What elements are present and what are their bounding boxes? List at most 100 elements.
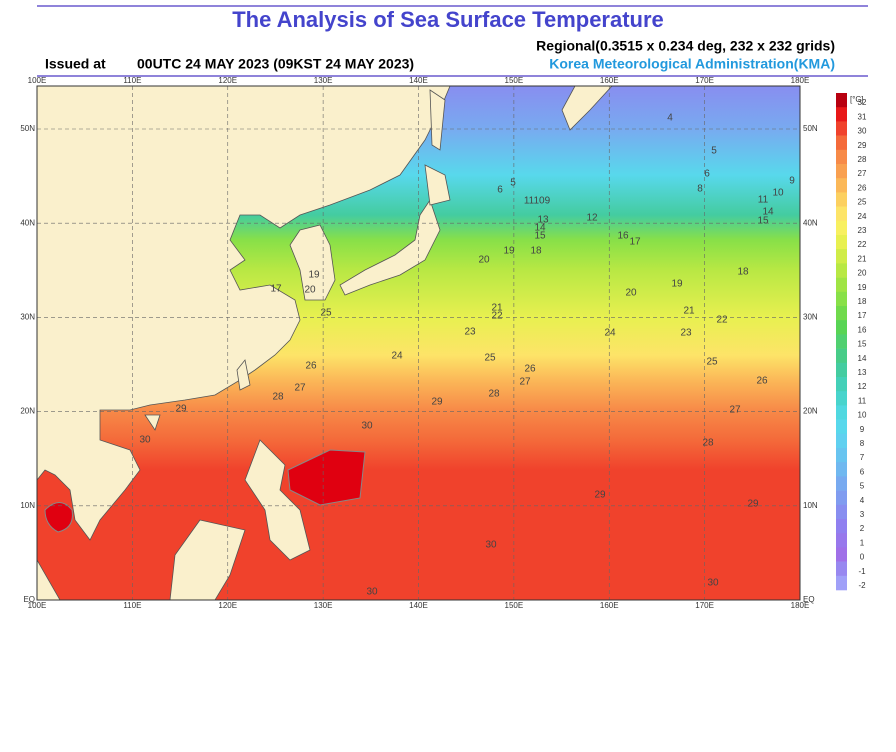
contour-label: 20 (478, 255, 490, 266)
colorbar-swatch (836, 206, 847, 222)
colorbar-swatch (836, 263, 847, 278)
colorbar-label: 7 (860, 453, 865, 462)
contour-label: 6 (497, 185, 503, 196)
lon-label: 110E (123, 601, 141, 610)
colorbar-swatch (836, 277, 847, 293)
contour-label: 23 (680, 328, 692, 339)
colorbar-label: 6 (860, 467, 865, 476)
contour-label: 27 (519, 377, 531, 388)
lat-label: 40N (20, 218, 35, 227)
colorbar-label: 9 (860, 425, 865, 434)
contour-label: 29 (594, 490, 606, 501)
colorbar-label: 24 (858, 212, 867, 221)
colorbar-swatch (836, 476, 847, 491)
contour-label: 20 (304, 285, 316, 296)
colorbar-label: 20 (858, 269, 867, 278)
colorbar-swatch (836, 192, 847, 207)
colorbar-label: 10 (858, 411, 867, 420)
colorbar-swatch (836, 462, 847, 477)
lat-label: EQ (23, 595, 35, 604)
agency: Korea Meteorological Administration(KMA) (549, 56, 835, 72)
colorbar-label: 16 (858, 325, 867, 334)
colorbar-swatch (836, 93, 847, 108)
colorbar-swatch (836, 107, 847, 122)
contour-label: 29 (431, 397, 443, 408)
colorbar-swatch (836, 291, 847, 307)
contour-label: 28 (702, 438, 714, 449)
contour-label: 25 (484, 353, 496, 364)
colorbar-swatch (836, 377, 847, 392)
lat-label: 30N (803, 313, 818, 322)
lat-label: 40N (803, 218, 818, 227)
contour-label: 8 (697, 184, 703, 195)
contour-label: 4 (667, 113, 673, 124)
contour-label: 5 (510, 178, 516, 189)
contour-label: 15 (534, 231, 546, 242)
contour-label: 27 (729, 405, 741, 416)
contour-label: 30 (707, 578, 719, 589)
colorbar-unit: [°C] (850, 95, 863, 104)
contour-label: 18 (737, 267, 749, 278)
colorbar-swatch (836, 135, 847, 151)
contour-label: 16 (617, 231, 629, 242)
colorbar-label: 27 (858, 169, 867, 178)
colorbar-swatch (836, 320, 847, 335)
colorbar-label: -1 (858, 567, 866, 576)
colorbar-label: 8 (860, 439, 865, 448)
colorbar-label: 19 (858, 283, 867, 292)
lat-label: 20N (803, 407, 818, 416)
colorbar-swatch (836, 575, 847, 591)
contour-label: 30 (361, 421, 373, 432)
colorbar-label: 31 (858, 112, 867, 121)
colorbar-swatch (836, 220, 847, 236)
contour-label: 25 (706, 357, 718, 368)
lat-label: 10N (803, 501, 818, 510)
contour-label: 26 (305, 361, 317, 372)
colorbar-label: 26 (858, 183, 867, 192)
contour-label: 19 (308, 270, 320, 281)
contour-label: 24 (391, 351, 403, 362)
contour-label: 14 (534, 223, 546, 234)
contour-label: 15 (757, 216, 769, 227)
lon-label: 120E (218, 76, 237, 85)
colorbar-swatch (836, 391, 847, 406)
colorbar-label: 22 (858, 240, 867, 249)
colorbar-swatch (836, 362, 847, 378)
colorbar-swatch (836, 405, 847, 420)
colorbar-label: 2 (860, 524, 865, 533)
contour-label: 21 (683, 306, 695, 317)
lon-label: 140E (409, 76, 428, 85)
colorbar-swatch (836, 306, 847, 321)
lon-label: 180E (791, 76, 810, 85)
colorbar-label: -2 (858, 581, 866, 590)
lat-label: 10N (20, 501, 35, 510)
contour-label: 30 (139, 435, 151, 446)
colorbar-label: 29 (858, 141, 867, 150)
lon-label: 170E (695, 601, 714, 610)
colorbar-label: 15 (858, 340, 867, 349)
colorbar-swatch (836, 249, 847, 264)
lon-label: 150E (505, 76, 524, 85)
issued-label: Issued at (45, 56, 106, 72)
colorbar-label: 0 (860, 553, 865, 562)
colorbar-label: 4 (860, 496, 865, 505)
colorbar-swatch (836, 561, 847, 577)
contour-label: 14 (762, 207, 774, 218)
title: The Analysis of Sea Surface Temperature (232, 7, 664, 32)
colorbar-swatch (836, 121, 847, 136)
colorbar-swatch (836, 547, 847, 562)
issued-time: 00UTC 24 MAY 2023 (09KST 24 MAY 2023) (137, 56, 414, 72)
contour-label: 11109 (524, 196, 551, 207)
map-frame (36, 85, 801, 601)
lon-label: 100E (28, 76, 47, 85)
lat-label: 50N (803, 124, 818, 133)
colorbar-label: 23 (858, 226, 867, 235)
lon-label: 180E (791, 601, 810, 610)
colorbar-swatch (836, 419, 847, 435)
contour-label: 5 (711, 146, 717, 157)
contour-label: 29 (747, 499, 759, 510)
contour-label: 28 (488, 389, 500, 400)
colorbar-label: 32 (858, 98, 867, 107)
warm-core (44, 502, 73, 533)
